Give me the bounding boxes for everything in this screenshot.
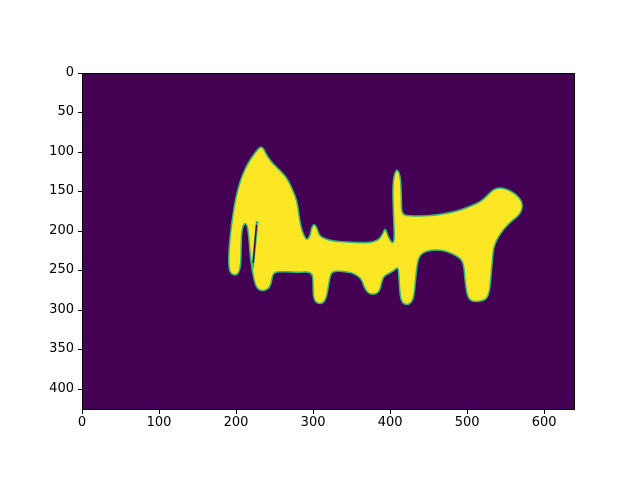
y-tick-mark: [78, 349, 82, 351]
y-tick-label: 150: [49, 183, 74, 199]
plot-area: [82, 73, 575, 410]
x-tick-label: 400: [377, 415, 403, 430]
mask-blob: [227, 146, 523, 306]
x-tick-mark: [390, 410, 392, 414]
x-tick-label: 500: [454, 415, 480, 430]
y-tick-mark: [78, 230, 82, 232]
x-tick-mark: [544, 410, 546, 414]
y-tick-label: 300: [49, 301, 74, 317]
x-tick-label: 600: [531, 415, 557, 430]
mask-crease-core: [252, 224, 258, 263]
y-tick-label: 0: [65, 65, 74, 80]
x-tick-mark: [467, 410, 469, 414]
y-tick-label: 200: [49, 222, 74, 238]
x-tick-mark: [82, 410, 83, 414]
y-tick-mark: [78, 112, 82, 114]
y-tick-mark: [78, 270, 82, 272]
y-tick-label: 350: [49, 341, 74, 357]
y-tick-label: 250: [49, 262, 74, 278]
x-tick-label: 0: [77, 415, 87, 430]
y-tick-mark: [78, 388, 82, 390]
x-tick-label: 200: [223, 415, 249, 430]
y-tick-label: 400: [49, 380, 74, 396]
y-tick-label: 50: [57, 104, 74, 120]
x-tick-mark: [159, 410, 161, 414]
y-tick-mark: [78, 151, 82, 153]
y-tick-mark: [78, 191, 82, 193]
x-tick-label: 100: [146, 415, 172, 430]
x-tick-mark: [236, 410, 238, 414]
x-tick-label: 300: [300, 415, 326, 430]
y-tick-mark: [78, 309, 82, 311]
y-tick-mark: [78, 73, 82, 74]
x-tick-mark: [313, 410, 315, 414]
y-tick-label: 100: [49, 143, 74, 159]
segmentation-mask-image: [227, 146, 523, 306]
